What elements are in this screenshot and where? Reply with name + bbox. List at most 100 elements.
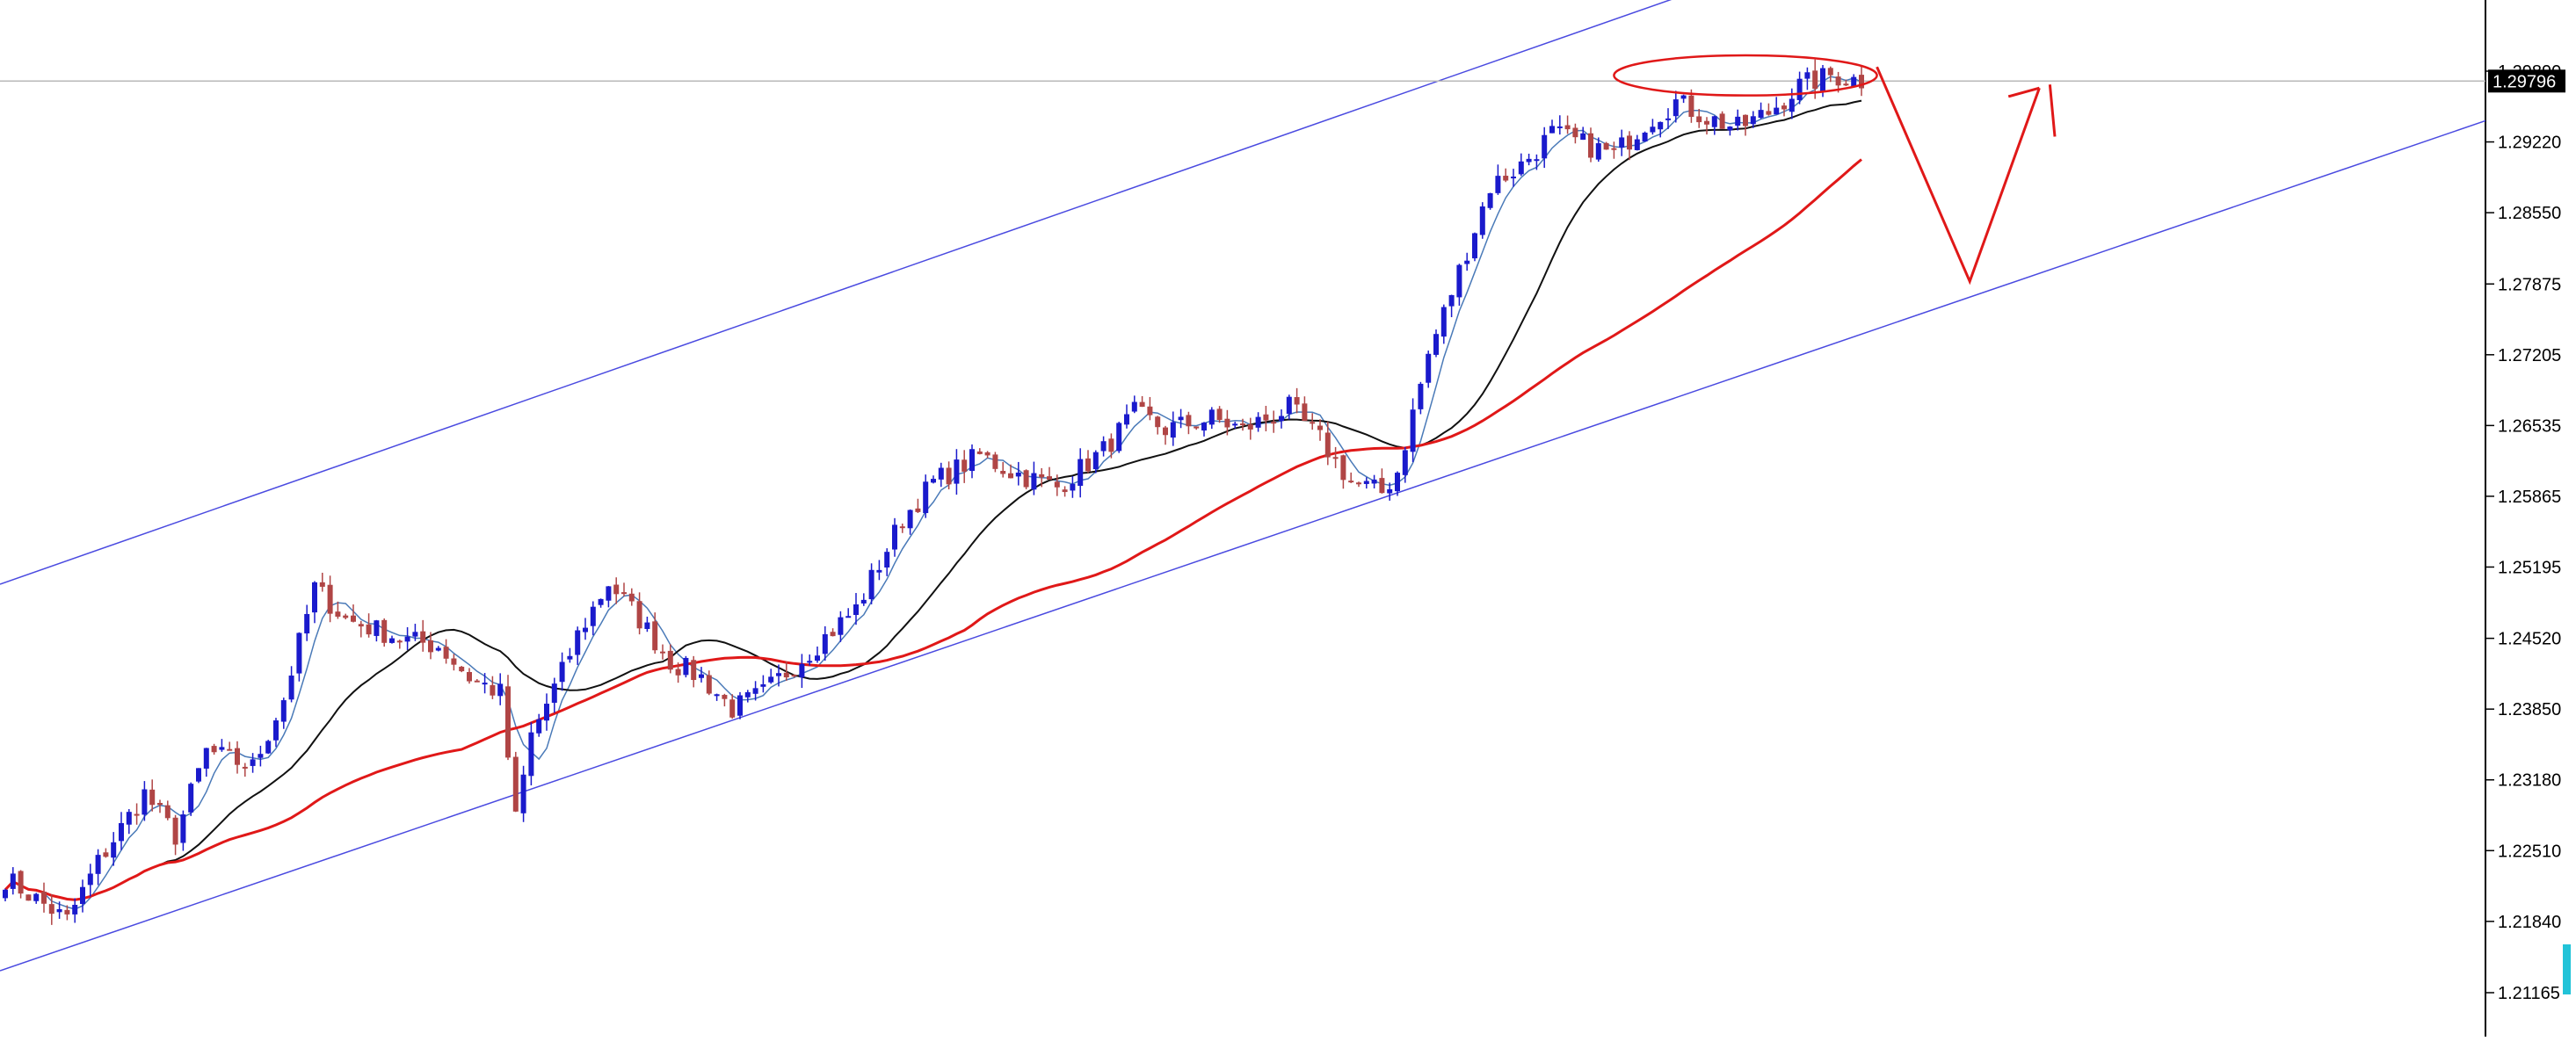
candle[interactable]	[1163, 425, 1168, 445]
candle[interactable]	[1092, 450, 1099, 474]
candle[interactable]	[389, 635, 395, 644]
candle[interactable]	[884, 548, 890, 576]
candle[interactable]	[1735, 109, 1741, 131]
candle[interactable]	[1395, 471, 1400, 496]
candle[interactable]	[435, 646, 441, 652]
candle[interactable]	[691, 655, 697, 688]
candle[interactable]	[1201, 422, 1207, 437]
candle[interactable]	[1155, 416, 1161, 435]
candle[interactable]	[1588, 127, 1593, 163]
candle[interactable]	[18, 870, 24, 899]
candle[interactable]	[327, 575, 333, 623]
candle[interactable]	[1851, 74, 1857, 88]
candle[interactable]	[1440, 304, 1447, 344]
candle[interactable]	[1363, 477, 1369, 489]
candle[interactable]	[512, 751, 519, 813]
candle[interactable]	[946, 461, 952, 490]
candle[interactable]	[1556, 115, 1563, 135]
candle[interactable]	[1302, 396, 1308, 422]
candle[interactable]	[1634, 134, 1640, 151]
candle[interactable]	[1379, 468, 1385, 494]
candle[interactable]	[87, 864, 93, 897]
candle[interactable]	[830, 628, 836, 637]
candle[interactable]	[1332, 446, 1339, 468]
candle[interactable]	[1208, 407, 1215, 430]
candle[interactable]	[1727, 126, 1733, 136]
candle[interactable]	[1054, 474, 1060, 496]
candle[interactable]	[1796, 71, 1803, 105]
candle[interactable]	[1542, 127, 1548, 169]
candle[interactable]	[1224, 409, 1230, 436]
candle[interactable]	[459, 666, 465, 673]
candle[interactable]	[729, 694, 736, 719]
ma-line-5[interactable]	[4, 76, 1862, 910]
candle[interactable]	[505, 675, 511, 761]
candle[interactable]	[1511, 169, 1516, 187]
candle[interactable]	[265, 740, 272, 755]
candle[interactable]	[1023, 469, 1029, 489]
candle[interactable]	[95, 849, 101, 886]
ma-line-21[interactable]	[4, 99, 1862, 901]
candle[interactable]	[33, 893, 40, 904]
candle[interactable]	[1580, 127, 1586, 141]
candle[interactable]	[1479, 202, 1485, 239]
candle[interactable]	[1642, 131, 1648, 142]
candle[interactable]	[699, 667, 704, 683]
candle[interactable]	[714, 693, 720, 701]
candle[interactable]	[111, 832, 117, 866]
candle[interactable]	[242, 763, 248, 777]
candle[interactable]	[1371, 474, 1377, 488]
candle[interactable]	[923, 474, 929, 518]
candle[interactable]	[1062, 486, 1068, 497]
candle[interactable]	[1000, 461, 1006, 478]
candle[interactable]	[1526, 153, 1532, 166]
candle[interactable]	[396, 640, 403, 649]
candle[interactable]	[366, 613, 372, 638]
candle[interactable]	[1774, 97, 1780, 115]
candle[interactable]	[575, 626, 581, 665]
forecast-zigzag[interactable]	[1876, 66, 2041, 286]
candle[interactable]	[497, 673, 504, 705]
candle[interactable]	[1572, 123, 1578, 144]
candle[interactable]	[1216, 406, 1223, 423]
candle[interactable]	[768, 669, 774, 684]
candle[interactable]	[134, 803, 140, 825]
candle[interactable]	[1255, 412, 1261, 432]
candle[interactable]	[273, 718, 279, 748]
candle[interactable]	[544, 693, 549, 731]
candle[interactable]	[1008, 464, 1013, 479]
candle[interactable]	[72, 898, 78, 923]
candle[interactable]	[1766, 103, 1772, 116]
candle[interactable]	[536, 713, 542, 737]
candle[interactable]	[1534, 154, 1540, 170]
candle[interactable]	[551, 677, 557, 713]
candle[interactable]	[1356, 481, 1361, 488]
candle[interactable]	[1696, 108, 1702, 128]
candle[interactable]	[412, 624, 418, 641]
candle[interactable]	[164, 800, 171, 821]
candle[interactable]	[149, 779, 156, 812]
candle[interactable]	[482, 673, 488, 694]
candle[interactable]	[443, 639, 449, 664]
candle[interactable]	[374, 619, 380, 642]
candle[interactable]	[196, 768, 201, 784]
candle[interactable]	[807, 654, 813, 666]
candle[interactable]	[1418, 381, 1424, 415]
candle[interactable]	[1402, 446, 1408, 483]
candle[interactable]	[961, 450, 968, 483]
candle[interactable]	[907, 509, 913, 535]
candle[interactable]	[636, 592, 642, 635]
candle[interactable]	[1116, 422, 1122, 453]
candle[interactable]	[1456, 264, 1462, 306]
candle[interactable]	[760, 675, 766, 693]
candle[interactable]	[652, 612, 658, 654]
candle[interactable]	[815, 646, 820, 663]
candle[interactable]	[938, 462, 944, 488]
candle[interactable]	[1464, 252, 1470, 271]
candle[interactable]	[583, 618, 588, 640]
candle[interactable]	[1340, 454, 1346, 489]
candle[interactable]	[188, 782, 194, 816]
candle[interactable]	[1232, 421, 1238, 429]
candle[interactable]	[660, 644, 665, 660]
candle[interactable]	[1131, 395, 1137, 414]
